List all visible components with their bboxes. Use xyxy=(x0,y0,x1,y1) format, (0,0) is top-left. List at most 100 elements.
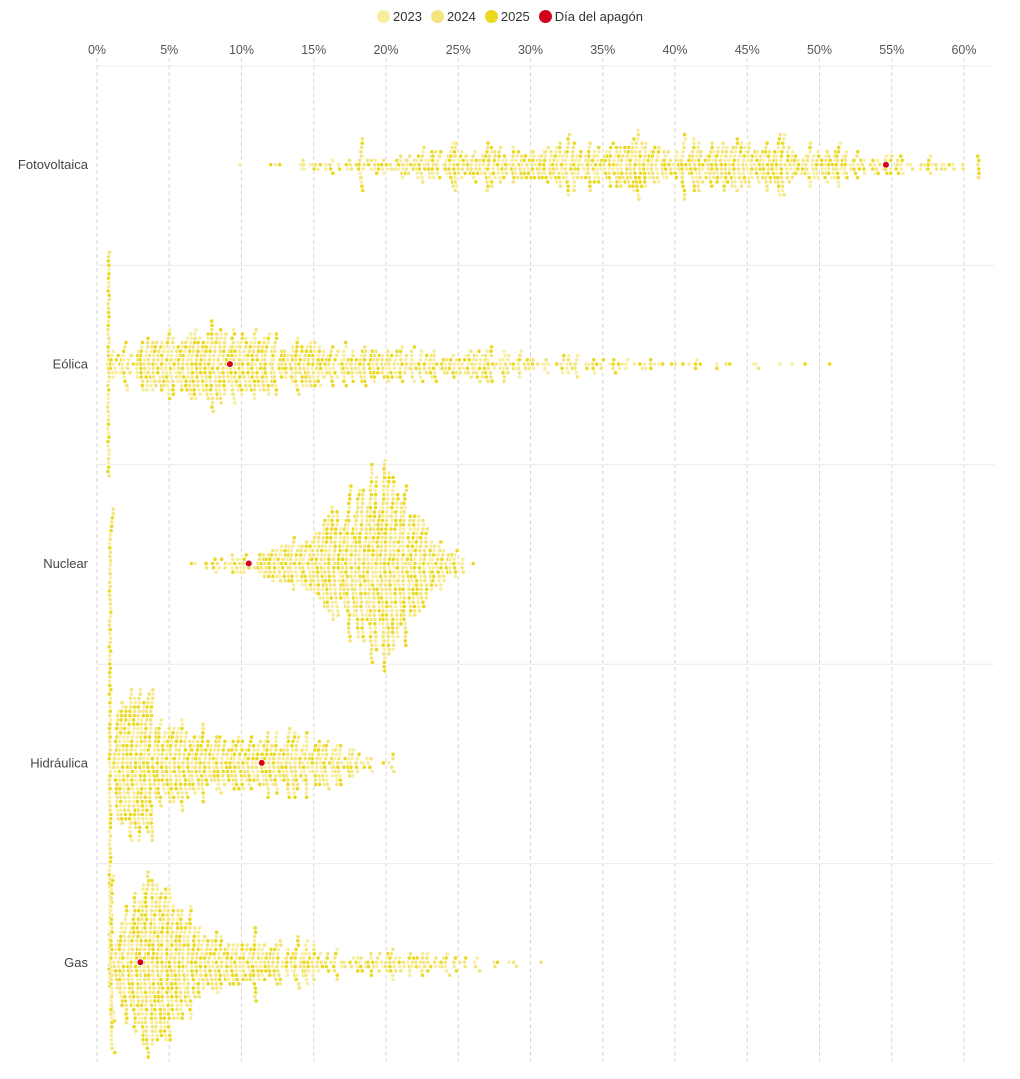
point-2024 xyxy=(325,604,330,609)
point-2024 xyxy=(442,162,448,168)
point-2023 xyxy=(235,942,240,948)
point-2025 xyxy=(586,149,592,155)
point-2024 xyxy=(216,739,222,744)
point-2023 xyxy=(390,638,396,644)
point-2023 xyxy=(160,921,166,926)
point-2023 xyxy=(246,955,252,961)
point-2024 xyxy=(316,751,322,757)
point-2025 xyxy=(861,166,867,172)
point-2024 xyxy=(409,374,415,380)
point-2025 xyxy=(707,153,712,159)
blackout-day-point[interactable] xyxy=(882,160,890,169)
point-2024 xyxy=(339,569,345,575)
point-2025 xyxy=(708,179,714,185)
point-2023 xyxy=(279,760,284,766)
point-2024 xyxy=(145,370,151,376)
point-2023 xyxy=(480,162,486,168)
point-2023 xyxy=(392,357,398,363)
point-2025 xyxy=(373,500,378,506)
point-2025 xyxy=(769,162,775,168)
point-2025 xyxy=(802,361,808,367)
blackout-day-point[interactable] xyxy=(244,559,253,568)
point-2024 xyxy=(204,977,210,982)
blackout-day-point[interactable] xyxy=(257,759,266,767)
point-2023 xyxy=(143,1002,148,1008)
point-2024 xyxy=(153,383,159,388)
point-2024 xyxy=(419,595,424,601)
point-2024 xyxy=(335,760,341,766)
point-2025 xyxy=(176,357,181,363)
point-2025 xyxy=(218,327,224,333)
point-2024 xyxy=(126,934,132,939)
point-2025 xyxy=(179,1015,185,1021)
point-2023 xyxy=(384,166,390,172)
legend-swatch-blackout xyxy=(538,10,552,23)
point-2025 xyxy=(693,361,698,367)
point-2024 xyxy=(190,348,196,354)
point-2023 xyxy=(155,886,160,892)
point-2023 xyxy=(415,599,421,605)
point-2024 xyxy=(718,157,723,163)
point-2024 xyxy=(296,391,302,397)
point-2025 xyxy=(776,140,781,146)
point-2023 xyxy=(310,955,316,961)
point-2024 xyxy=(624,170,629,176)
point-2025 xyxy=(575,166,581,172)
point-2023 xyxy=(409,370,415,376)
point-2023 xyxy=(311,582,317,588)
point-2023 xyxy=(161,786,167,792)
point-2023 xyxy=(180,959,185,965)
point-2025 xyxy=(194,353,200,358)
point-2024 xyxy=(209,340,215,345)
point-2024 xyxy=(283,370,289,376)
point-2025 xyxy=(857,166,862,172)
point-2025 xyxy=(247,777,253,783)
point-2025 xyxy=(374,539,380,545)
legend-item-blackout[interactable]: Día del apagón xyxy=(538,9,643,24)
point-2023 xyxy=(166,730,172,736)
legend-item-2024[interactable]: 2024 xyxy=(430,9,476,24)
point-2024 xyxy=(800,157,806,163)
point-2024 xyxy=(515,175,521,180)
point-2023 xyxy=(598,361,604,367)
point-2024 xyxy=(567,132,572,137)
point-2025 xyxy=(416,166,422,172)
point-2024 xyxy=(565,145,571,150)
point-2025 xyxy=(317,361,323,367)
point-2024 xyxy=(501,374,507,380)
point-2024 xyxy=(391,642,397,648)
point-2024 xyxy=(493,361,499,367)
point-2023 xyxy=(898,162,904,168)
point-2025 xyxy=(495,162,500,168)
point-2023 xyxy=(641,157,647,163)
point-2023 xyxy=(154,882,159,888)
point-2025 xyxy=(836,145,842,150)
point-2023 xyxy=(126,794,132,800)
point-2024 xyxy=(228,964,234,969)
point-2024 xyxy=(107,584,113,589)
point-2024 xyxy=(786,179,792,185)
point-2025 xyxy=(129,981,135,987)
point-2024 xyxy=(206,760,212,766)
point-2024 xyxy=(331,574,337,579)
point-2025 xyxy=(211,951,217,957)
point-2024 xyxy=(140,764,146,770)
point-2023 xyxy=(165,383,170,388)
legend-item-2025[interactable]: 2025 xyxy=(484,9,530,24)
point-2025 xyxy=(322,578,328,584)
point-2024 xyxy=(128,687,134,693)
point-2024 xyxy=(218,396,223,401)
blackout-day-point[interactable] xyxy=(226,360,234,368)
point-2023 xyxy=(390,487,396,493)
point-2023 xyxy=(317,561,323,566)
legend-item-2023[interactable]: 2023 xyxy=(377,9,422,24)
point-2024 xyxy=(418,586,424,592)
point-2024 xyxy=(265,959,271,965)
point-2024 xyxy=(631,166,637,172)
point-2023 xyxy=(139,1011,145,1017)
point-2025 xyxy=(668,170,674,176)
point-2025 xyxy=(381,496,387,502)
point-2023 xyxy=(251,344,257,350)
point-2025 xyxy=(143,912,149,918)
point-2025 xyxy=(164,769,169,774)
